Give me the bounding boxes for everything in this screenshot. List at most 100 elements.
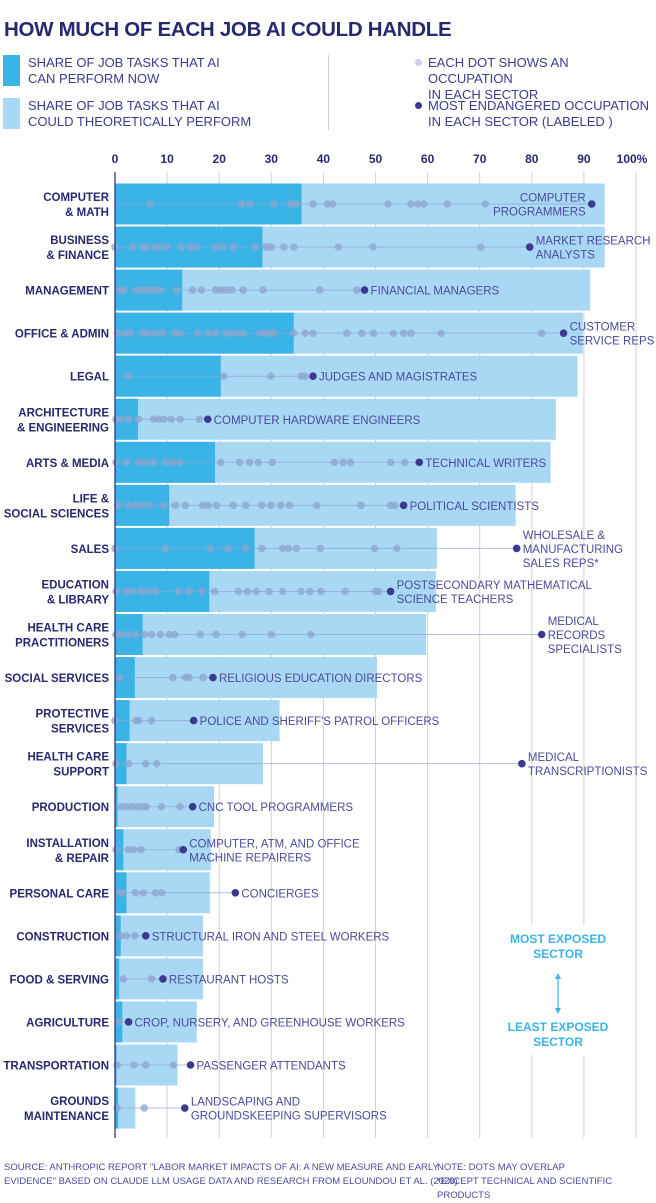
occupation-dot [151,889,160,897]
occupation-dot [117,802,126,811]
occupation-dot [262,243,270,251]
endangered-dot [386,587,395,596]
occupation-dot [386,458,395,467]
sector-label: MANAGEMENT [25,286,109,298]
occupation-dot [131,889,140,897]
occupation-dot [165,630,173,639]
occupation-dot [149,458,158,467]
bar-theoretical [115,614,427,655]
occupation-dot [195,415,204,424]
occupation-dot [113,1061,121,1069]
occupation-dot [292,200,301,208]
occupation-dot [407,329,415,337]
exposure-note-top: MOST EXPOSED [510,932,606,946]
occupation-label: MANUFACTURING [523,544,623,556]
bar-theoretical [115,786,214,828]
occupation-label: MACHINE REPAIRERS [189,852,311,864]
occupation-dot [384,200,392,208]
x-tick-label: 100% [617,152,648,166]
occupation-label: WHOLESALE & [523,530,606,542]
occupation-dot [162,243,171,251]
occupation-dot [154,415,163,424]
sector-label: PRACTITIONERS [15,638,109,650]
occupation-label: RELIGIOUS EDUCATION DIRECTORS [219,673,423,685]
occupation-dot [144,329,152,337]
endangered-dot [179,845,188,854]
sector-label: INSTALLATION [26,838,109,850]
occupation-dot [112,630,120,639]
occupation-dot [147,286,156,294]
occupation-label: MARKET RESEARCH [536,236,651,248]
endangered-dot [399,501,408,510]
bar-theoretical [115,915,204,957]
occupation-dot [129,845,138,854]
occupation-dot [147,630,156,639]
occupation-dot [270,329,278,337]
occupation-dot [147,975,156,983]
endangered-dot [559,329,568,337]
occupation-dot [132,286,140,294]
occupation-dot [197,286,206,294]
occupation-dot [241,544,250,553]
occupation-label: CUSTOMER [570,322,636,334]
occupation-label: GROUNDSKEEPING SUPERVISORS [191,1111,387,1123]
bar-now [115,743,127,785]
occupation-dot [224,544,232,553]
bar-theoretical [115,484,516,526]
legend-endangered-line2: IN EACH SECTOR (LABELED ) [428,114,613,129]
occupation-label: RESTAURANT HOSTS [169,974,289,986]
legend-theoretical-line2: COULD THEORETICALLY PERFORM [28,114,252,129]
sector-label: & REPAIR [55,853,110,865]
occupation-dot [146,501,154,510]
occupation-dot [138,501,147,510]
occupation-dot [156,286,165,294]
occupation-dot [172,286,181,294]
occupation-dot [115,286,124,294]
occupation-dot [316,544,325,553]
endangered-dot [181,1104,189,1112]
occupation-dot [194,329,202,337]
occupation-dot [160,415,168,424]
x-tick-label: 50 [369,152,383,166]
occupation-dot [138,802,147,811]
bar-now [115,1001,123,1043]
sector-label: COMPUTER [43,192,110,204]
occupation-dot [264,587,273,596]
source-note: SOURCE: ANTHROPIC REPORT "LABOR MARKET I… [4,1161,458,1189]
occupation-dot [266,372,275,381]
occupation-dot [185,587,193,596]
occupation-dot [216,286,225,294]
endangered-dot [518,759,526,768]
occupation-dot [138,329,147,337]
occupation-dot [241,501,250,510]
occupation-dot [239,329,248,337]
occupation-dot [113,329,122,337]
bar-now [115,570,210,612]
occupation-label: MEDICAL [548,616,600,628]
sector-label: LEGAL [70,372,109,384]
occupation-dot [369,329,378,337]
occupation-dot [157,802,166,811]
occupation-dot [156,630,165,639]
endangered-dot [415,458,424,467]
legend-now: SHARE OF JOB TASKS THAT AI CAN PERFORM N… [28,55,220,87]
occupation-dot [169,1061,178,1069]
bar-theoretical [115,398,556,440]
bar-theoretical [115,226,605,268]
occupation-dot [171,501,180,510]
endangered-dot [188,802,197,811]
occupation-dot [132,716,140,725]
arrow-up-icon [555,973,561,979]
occupation-dot [268,458,277,467]
occupation-dot [204,329,213,337]
occupation-dot [369,243,377,251]
bar-now [115,829,124,871]
endangered-dot [186,1061,195,1069]
occupation-label: PROGRAMMERS [493,207,586,219]
occupation-dot [122,587,131,596]
sector-label: TRANSPORTATION [3,1061,109,1073]
occupation-dot [235,458,244,467]
endangered-dot [189,716,198,725]
legend-swatch-theoretical [3,98,20,129]
bar-theoretical [115,872,210,914]
